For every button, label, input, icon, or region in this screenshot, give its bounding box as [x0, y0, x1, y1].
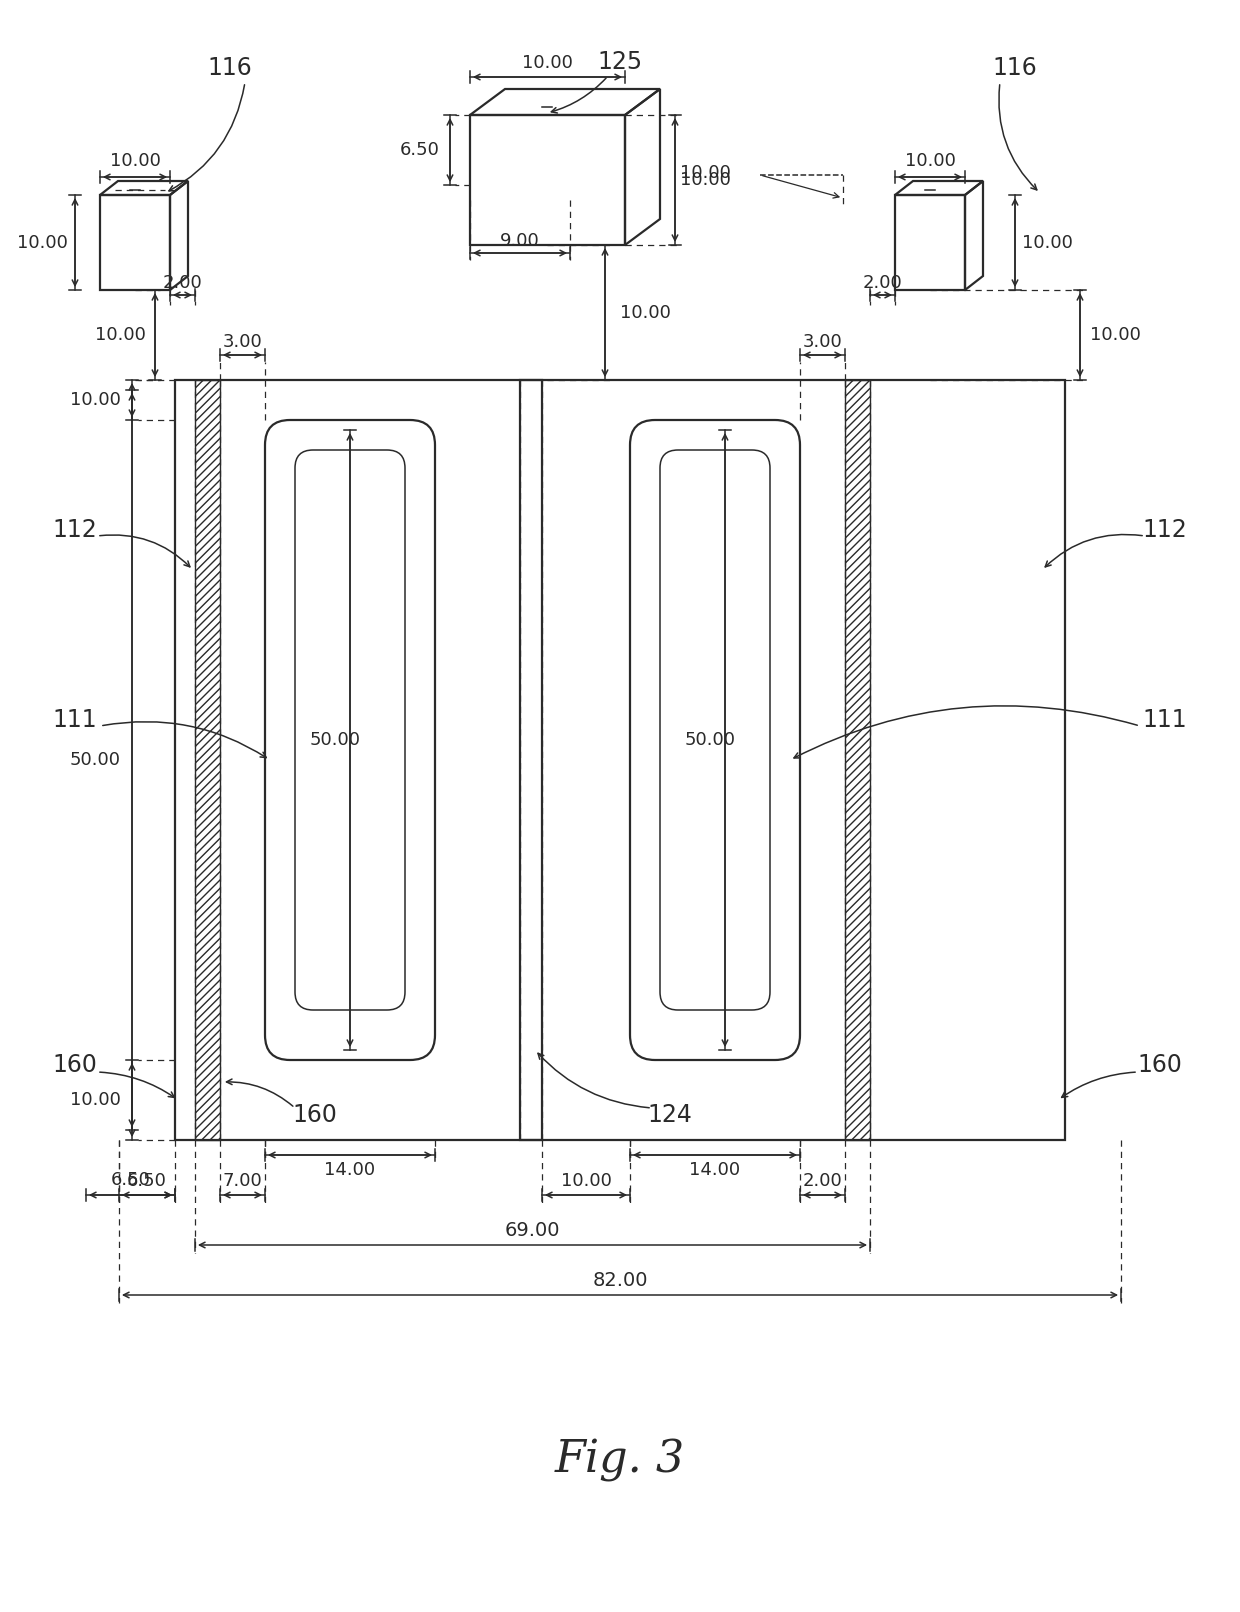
Text: 10.00: 10.00 [680, 164, 730, 182]
Text: 14.00: 14.00 [689, 1161, 740, 1178]
Bar [175, 380, 1065, 1140]
Text: 125: 125 [598, 50, 642, 74]
Bar [844, 380, 870, 1140]
Text: 6.50: 6.50 [126, 1172, 167, 1190]
Text: 10.00: 10.00 [620, 303, 671, 321]
Text: 112: 112 [1142, 517, 1188, 542]
Text: 10.00: 10.00 [94, 326, 145, 343]
Text: 160: 160 [293, 1103, 337, 1127]
Text: 50.00: 50.00 [684, 730, 735, 750]
Text: 10.00: 10.00 [16, 234, 67, 251]
Text: 3.00: 3.00 [223, 334, 263, 351]
Text: 6.50: 6.50 [110, 1170, 150, 1190]
Text: 10.00: 10.00 [1022, 234, 1073, 251]
Text: 7.00: 7.00 [223, 1172, 263, 1190]
Text: 2.00: 2.00 [162, 274, 202, 292]
Text: 111: 111 [1143, 708, 1188, 732]
Text: 160: 160 [52, 1053, 98, 1077]
Text: 2.00: 2.00 [863, 274, 903, 292]
Text: 116: 116 [207, 56, 253, 81]
Text: 10.00: 10.00 [522, 53, 573, 73]
Bar [470, 114, 625, 245]
Text: 69.00: 69.00 [505, 1222, 560, 1241]
Text: 10.00: 10.00 [69, 392, 120, 409]
Text: 2.00: 2.00 [802, 1172, 842, 1190]
Text: 6.50: 6.50 [401, 140, 440, 160]
Text: 111: 111 [52, 708, 97, 732]
Text: 50.00: 50.00 [310, 730, 361, 750]
Text: 116: 116 [993, 56, 1038, 81]
Text: 10.00: 10.00 [69, 1091, 120, 1109]
Bar [195, 380, 219, 1140]
Text: 10.00: 10.00 [560, 1172, 611, 1190]
Text: 3.00: 3.00 [802, 334, 842, 351]
Text: 10.00: 10.00 [109, 152, 160, 169]
Bar [520, 380, 542, 1140]
Text: 50.00: 50.00 [69, 751, 120, 769]
Text: 112: 112 [52, 517, 98, 542]
Text: 14.00: 14.00 [325, 1161, 376, 1178]
Text: Fig. 3: Fig. 3 [554, 1438, 686, 1481]
Text: 9.00: 9.00 [500, 232, 539, 250]
Text: 10.00: 10.00 [680, 171, 730, 189]
Text: 10.00: 10.00 [904, 152, 956, 169]
Text: 82.00: 82.00 [593, 1272, 647, 1291]
Text: 160: 160 [1137, 1053, 1183, 1077]
Text: 10.00: 10.00 [1090, 326, 1141, 343]
Text: 124: 124 [647, 1103, 692, 1127]
